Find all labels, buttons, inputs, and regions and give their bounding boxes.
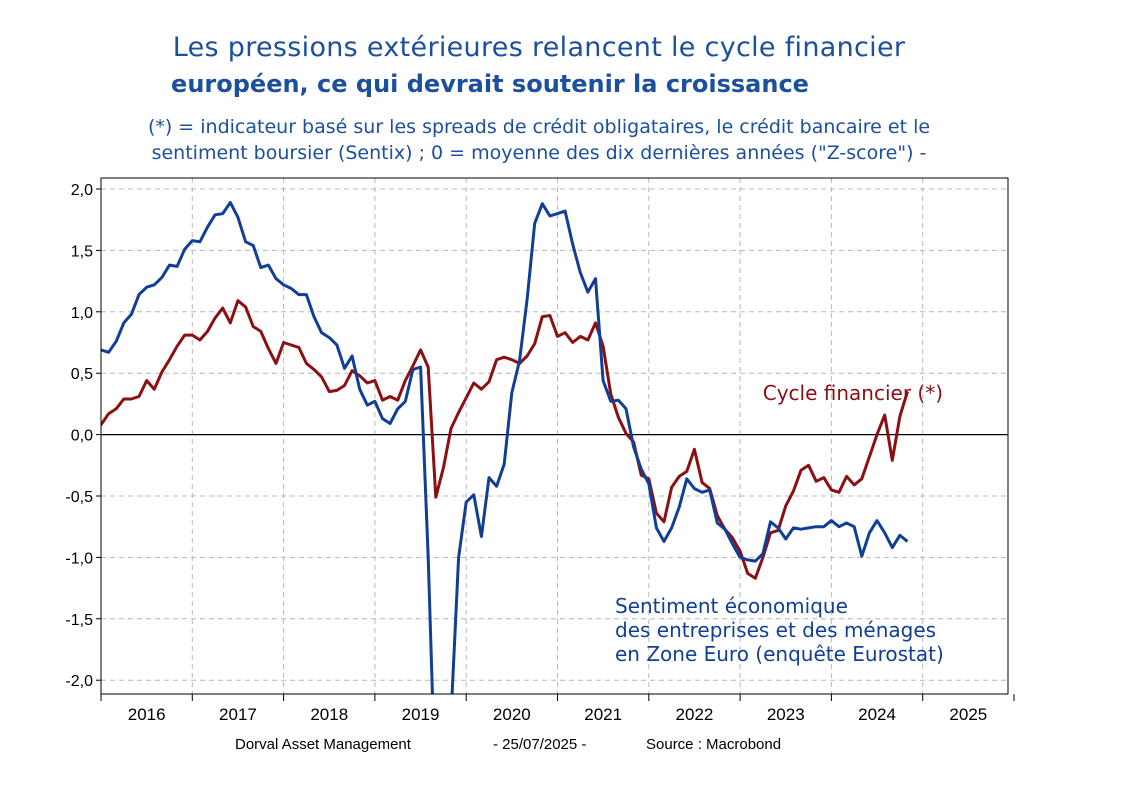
footer-source: Source : Macrobond [646, 736, 782, 753]
x-tick-label: 2023 [767, 705, 805, 724]
footer-date: - 25/07/2025 - [493, 736, 587, 753]
y-tick-label: 1,5 [71, 243, 93, 260]
x-tick-label: 2019 [402, 705, 440, 724]
y-tick-label: -0,5 [65, 489, 93, 506]
chart-title-line1: Les pressions extérieures relancent le c… [172, 32, 906, 63]
chart-title-line2: européen, ce qui devrait soutenir la cro… [171, 70, 809, 98]
y-tick-label: 2,0 [71, 182, 93, 199]
x-tick-label: 2024 [858, 705, 896, 724]
series-label-economic-sentiment-line: Sentiment économique [615, 594, 848, 618]
y-tick-label: -1,5 [65, 612, 93, 629]
x-tick-label: 2022 [676, 705, 714, 724]
series-label-financial-cycle: Cycle financier (*) [763, 381, 943, 405]
plot-frame [100, 177, 1009, 695]
x-tick-label: 2018 [310, 705, 348, 724]
series-label-economic-sentiment-line: en Zone Euro (enquête Eurostat) [615, 642, 944, 666]
y-tick-label: -1,0 [65, 550, 93, 567]
x-tick-label: 2020 [493, 705, 531, 724]
y-tick-label: -2,0 [65, 673, 93, 690]
x-tick-label: 2021 [584, 705, 622, 724]
y-tick-label: 1,0 [71, 305, 93, 322]
y-tick-label: 0,5 [71, 366, 93, 383]
x-tick-label: 2025 [949, 705, 987, 724]
x-tick-label: 2017 [219, 705, 257, 724]
y-tick-label: 0,0 [71, 428, 93, 445]
x-tick-label: 2016 [128, 705, 166, 724]
chart-subtitle-line1: (*) = indicateur basé sur les spreads de… [147, 116, 931, 138]
series-line-economic-sentiment [101, 201, 909, 694]
footer-organization: Dorval Asset Management [235, 736, 411, 753]
series-label-economic-sentiment-line: des entreprises et des ménages [615, 618, 936, 642]
chart-subtitle-line2: sentiment boursier (Sentix) ; 0 = moyenn… [151, 142, 927, 164]
